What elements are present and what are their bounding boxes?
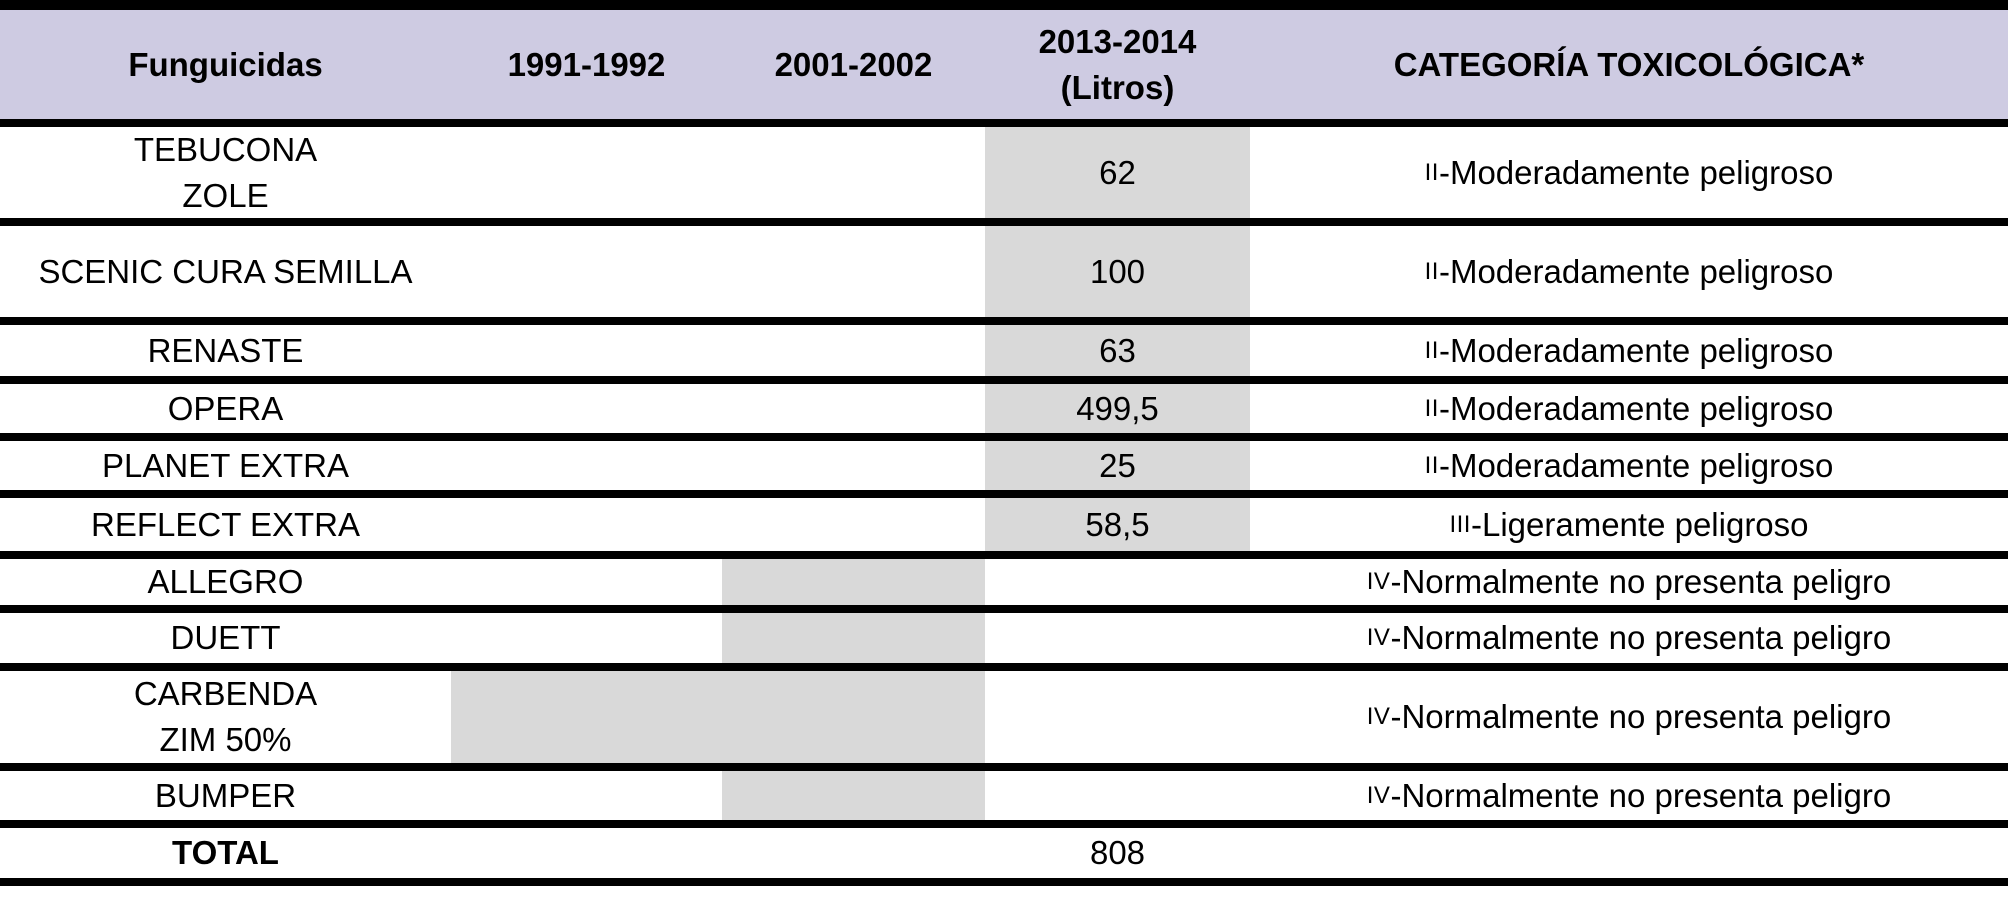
cell-1991-1992 bbox=[451, 384, 722, 433]
category-roman-numeral: II bbox=[1424, 451, 1439, 479]
table-row: ALLEGRO IV -Normalmente no presenta pelig… bbox=[0, 559, 2008, 613]
total-label: TOTAL bbox=[172, 834, 279, 872]
category-label: -Moderadamente peligroso bbox=[1438, 331, 1834, 369]
cell-2013-2014-litros: 63 bbox=[985, 325, 1250, 376]
cell-toxicological-category: IV -Normalmente no presenta peligro bbox=[1250, 771, 2008, 820]
cell-2001-2002 bbox=[722, 226, 985, 317]
category-label: -Moderadamente peligroso bbox=[1438, 446, 1834, 484]
category-label: -Normalmente no presenta peligro bbox=[1390, 698, 1892, 736]
cell-toxicological-category: II -Moderadamente peligroso bbox=[1250, 441, 2008, 490]
header-period-2013-2014-litros: 2013-2014 (Litros) bbox=[1038, 22, 1197, 106]
table-row: SCENIC CURA SEMILLA 100 II -Moderadamente… bbox=[0, 226, 2008, 325]
category-label: -Normalmente no presenta peligro bbox=[1390, 619, 1892, 657]
category-roman-numeral: II bbox=[1424, 394, 1439, 422]
cell-toxicological-category: IV -Normalmente no presenta peligro bbox=[1250, 559, 2008, 605]
cell-2001-2002 bbox=[722, 559, 985, 605]
category-roman-numeral: III bbox=[1449, 510, 1471, 538]
table-row: DUETT IV -Normalmente no presenta peligro bbox=[0, 613, 2008, 671]
cell-1991-1992 bbox=[451, 613, 722, 663]
category-label: -Moderadamente peligroso bbox=[1438, 153, 1834, 191]
total-category bbox=[1250, 828, 2008, 878]
cell-toxicological-category: IV -Normalmente no presenta peligro bbox=[1250, 671, 2008, 763]
cell-2001-2002 bbox=[722, 613, 985, 663]
cell-toxicological-category: II -Moderadamente peligroso bbox=[1250, 325, 2008, 376]
cell-2013-2014-litros: 499,5 bbox=[985, 384, 1250, 433]
category-roman-numeral: IV bbox=[1366, 568, 1391, 596]
cell-toxicological-category: II -Moderadamente peligroso bbox=[1250, 226, 2008, 317]
category-label: -Normalmente no presenta peligro bbox=[1390, 776, 1892, 814]
category-roman-numeral: II bbox=[1424, 158, 1439, 186]
category-roman-numeral: IV bbox=[1366, 781, 1391, 809]
fungicide-name: TEBUCONA ZOLE bbox=[133, 131, 318, 214]
cell-1991-1992 bbox=[451, 127, 722, 218]
cell-2013-2014-litros: 100 bbox=[985, 226, 1250, 317]
cell-1991-1992 bbox=[451, 441, 722, 490]
table-row: RENASTE 63 II -Moderadamente peligroso bbox=[0, 325, 2008, 384]
cell-1991-1992 bbox=[451, 325, 722, 376]
cell-1991-1992 bbox=[451, 559, 722, 605]
total-2001-2002 bbox=[722, 828, 985, 878]
category-roman-numeral: IV bbox=[1366, 624, 1391, 652]
fungicide-name: CARBENDA ZIM 50% bbox=[133, 675, 318, 758]
cell-2001-2002 bbox=[722, 441, 985, 490]
table-row: OPERA 499,5 II -Moderadamente peligroso bbox=[0, 384, 2008, 441]
total-1991-1992 bbox=[451, 828, 722, 878]
cell-2001-2002 bbox=[722, 127, 985, 218]
table-row: PLANET EXTRA 25 II -Moderadamente peligro… bbox=[0, 441, 2008, 498]
cell-2013-2014-litros bbox=[985, 771, 1250, 820]
fungicide-name: ALLEGRO bbox=[147, 563, 304, 601]
cell-2013-2014-litros bbox=[985, 671, 1250, 763]
fungicide-name: BUMPER bbox=[154, 776, 297, 814]
cell-2001-2002 bbox=[722, 384, 985, 433]
cell-2001-2002 bbox=[722, 671, 985, 763]
header-toxicological-category: CATEGORÍA TOXICOLÓGICA* bbox=[1393, 45, 1865, 83]
category-label: -Moderadamente peligroso bbox=[1438, 252, 1834, 290]
fungicide-name: REFLECT EXTRA bbox=[91, 505, 360, 543]
total-litros-value: 808 bbox=[1089, 834, 1146, 872]
fungicides-table: Funguicidas 1991-1992 2001-2002 2013-201… bbox=[0, 0, 2008, 886]
cell-2001-2002 bbox=[722, 498, 985, 551]
fungicide-name: OPERA bbox=[167, 389, 284, 427]
table-total-row: TOTAL 808 bbox=[0, 828, 2008, 886]
cell-toxicological-category: II -Moderadamente peligroso bbox=[1250, 384, 2008, 433]
category-roman-numeral: II bbox=[1424, 257, 1439, 285]
cell-1991-1992 bbox=[451, 671, 722, 763]
category-roman-numeral: IV bbox=[1366, 703, 1391, 731]
category-label: -Normalmente no presenta peligro bbox=[1390, 563, 1892, 601]
fungicide-name: PLANET EXTRA bbox=[102, 446, 349, 484]
table-row: BUMPER IV -Normalmente no presenta peligr… bbox=[0, 771, 2008, 828]
category-label: -Ligeramente peligroso bbox=[1470, 505, 1809, 543]
cell-2013-2014-litros bbox=[985, 613, 1250, 663]
cell-2001-2002 bbox=[722, 325, 985, 376]
cell-2001-2002 bbox=[722, 771, 985, 820]
table-row: CARBENDA ZIM 50% IV -Normalmente no prese… bbox=[0, 671, 2008, 771]
table-header-row: Funguicidas 1991-1992 2001-2002 2013-201… bbox=[0, 10, 2008, 127]
table-row: REFLECT EXTRA 58,5 III -Ligeramente pelig… bbox=[0, 498, 2008, 559]
cell-1991-1992 bbox=[451, 498, 722, 551]
fungicide-name: RENASTE bbox=[147, 331, 304, 369]
cell-1991-1992 bbox=[451, 771, 722, 820]
fungicide-name: SCENIC CURA SEMILLA bbox=[38, 252, 413, 290]
fungicide-name: DUETT bbox=[170, 619, 281, 657]
cell-toxicological-category: IV -Normalmente no presenta peligro bbox=[1250, 613, 2008, 663]
cell-2013-2014-litros bbox=[985, 559, 1250, 605]
category-roman-numeral: II bbox=[1424, 336, 1439, 364]
cell-toxicological-category: III -Ligeramente peligroso bbox=[1250, 498, 2008, 551]
cell-toxicological-category: II -Moderadamente peligroso bbox=[1250, 127, 2008, 218]
category-label: -Moderadamente peligroso bbox=[1438, 389, 1834, 427]
cell-2013-2014-litros: 58,5 bbox=[985, 498, 1250, 551]
header-fungicides: Funguicidas bbox=[128, 45, 323, 83]
cell-2013-2014-litros: 25 bbox=[985, 441, 1250, 490]
cell-2013-2014-litros: 62 bbox=[985, 127, 1250, 219]
header-period-2001-2002: 2001-2002 bbox=[774, 45, 933, 83]
cell-1991-1992 bbox=[451, 226, 722, 317]
table-row: TEBUCONA ZOLE 62 II -Moderadamente peligr… bbox=[0, 127, 2008, 226]
header-period-1991-1992: 1991-1992 bbox=[507, 45, 666, 83]
